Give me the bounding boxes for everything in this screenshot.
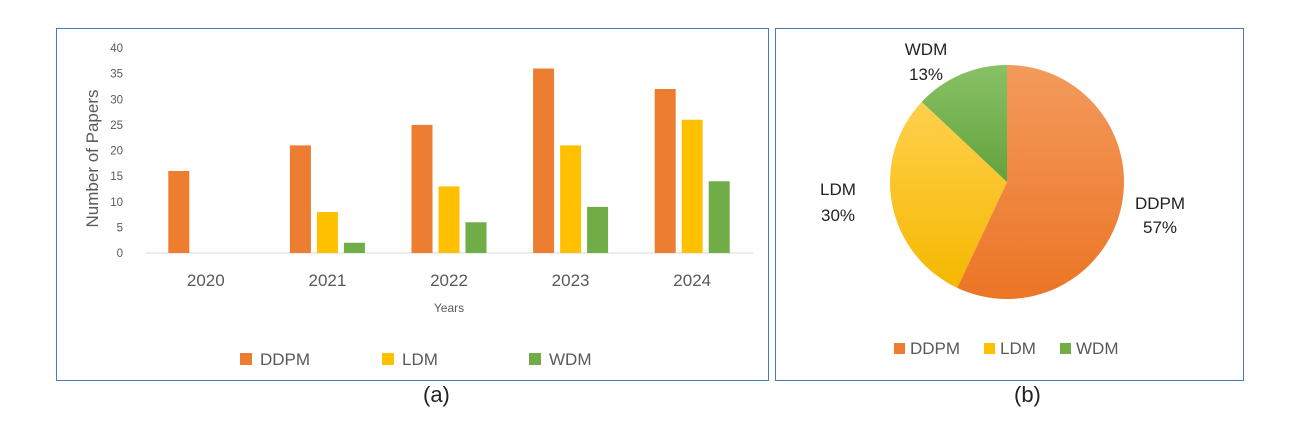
pie-slice-wdm [921,65,1007,182]
legend-swatch-wdm [1060,343,1071,354]
x-axis-label: Years [434,301,464,315]
legend-label: DDPM [910,339,960,358]
pie-label-value: 13% [909,65,943,84]
pie-label-name: LDM [820,180,856,199]
bar-wdm-2022 [465,222,487,253]
legend-label: LDM [1000,339,1036,358]
y-tick-label: 10 [110,197,123,209]
pie-slice-ldm [890,101,1007,288]
y-tick-label: 20 [110,146,123,158]
pie-label-name: DDPM [1135,194,1185,213]
legend-swatch-ddpm [240,353,252,365]
legend-item-wdm: WDM [1060,339,1118,358]
legend-swatch-wdm [529,353,541,365]
y-tick-label: 35 [110,69,123,81]
legend-label: WDM [549,350,591,369]
bar-wdm-2021 [343,242,365,253]
x-tick-label: 2020 [187,271,225,290]
bar-ddpm-2024 [654,89,676,253]
pie-label-value: 57% [1143,218,1177,237]
bar-ldm-2022 [438,186,460,253]
pie-chart: DDPM 57% LDM 30% WDM 13% DDPM LDM WDM [820,40,1185,358]
x-tick-label: 2021 [308,271,346,290]
y-tick-label: 5 [117,222,123,234]
bar-chart-panel: 0 5 10 15 20 25 30 35 40 Number of Papers 2020 2021… [56,28,769,381]
legend-item-ldm: LDM [984,339,1036,358]
bar-ddpm-2022 [411,124,433,253]
legend-label: WDM [1076,339,1118,358]
legend-item-ddpm: DDPM [240,350,310,369]
y-tick-label: 30 [110,94,123,106]
legend-swatch-ldm [382,353,394,365]
y-tick-label: 0 [117,248,123,260]
legend-item-wdm: WDM [529,350,591,369]
bar-ldm-2023 [560,145,582,253]
bar-ddpm-2021 [289,145,311,253]
pie-chart-panel: DDPM 57% LDM 30% WDM 13% DDPM LDM WDM [775,28,1244,381]
y-tick-label: 15 [110,171,123,183]
legend-label: DDPM [260,350,310,369]
legend-swatch-ddpm [894,343,905,354]
x-tick-label: 2024 [673,271,711,290]
legend-item-ddpm: DDPM [894,339,960,358]
bar-wdm-2024 [708,181,730,253]
bar-chart: 0 5 10 15 20 25 30 35 40 Number of Papers 2020 2021… [83,43,753,369]
x-tick-label: 2022 [430,271,468,290]
pie-slice-ddpm [957,65,1124,299]
bar-ddpm-2023 [533,68,555,253]
x-tick-label: 2023 [552,271,590,290]
bar-wdm-2023 [587,206,609,253]
y-tick-label: 25 [110,120,123,132]
bar-ldm-2024 [681,119,703,253]
pie-label-value: 30% [821,206,855,225]
legend-label: LDM [402,350,438,369]
legend-item-ldm: LDM [382,350,438,369]
caption-b: (b) [1014,382,1041,407]
y-tick-label: 40 [110,43,123,55]
pie-label-name: WDM [905,40,947,59]
y-axis-label: Number of Papers [83,90,102,228]
caption-a: (a) [423,382,450,407]
legend-swatch-ldm [984,343,995,354]
bar-ldm-2021 [316,212,338,253]
bar-ddpm-2020 [168,171,190,253]
